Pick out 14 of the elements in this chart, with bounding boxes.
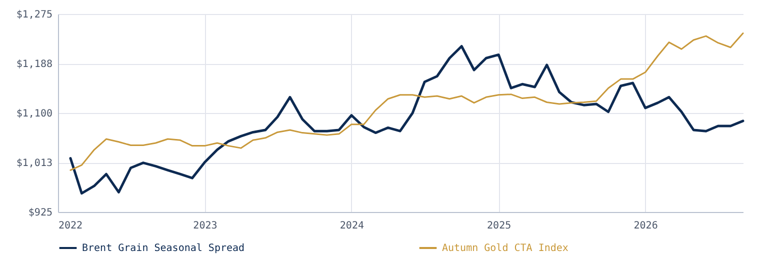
line-series	[70, 32, 744, 171]
y-tick-label: $1,188	[16, 59, 52, 70]
line-series	[69, 44, 744, 195]
x-tick-label: 2026	[634, 220, 658, 232]
x-tick-label: 2022	[58, 220, 83, 232]
x-tick-label: 2023	[193, 220, 218, 232]
legend-label: Brent Grain Seasonal Spread	[82, 243, 245, 254]
y-tick-label: $1,100	[16, 108, 52, 120]
y-tick-label: $1,013	[16, 158, 52, 169]
y-tick-label: $1,275	[16, 10, 52, 20]
x-tick-label: 2025	[487, 220, 512, 232]
x-tick-label: 2024	[340, 220, 364, 232]
y-tick-label: $925	[28, 208, 52, 218]
legend-label: Autumn Gold CTA Index	[442, 243, 568, 254]
